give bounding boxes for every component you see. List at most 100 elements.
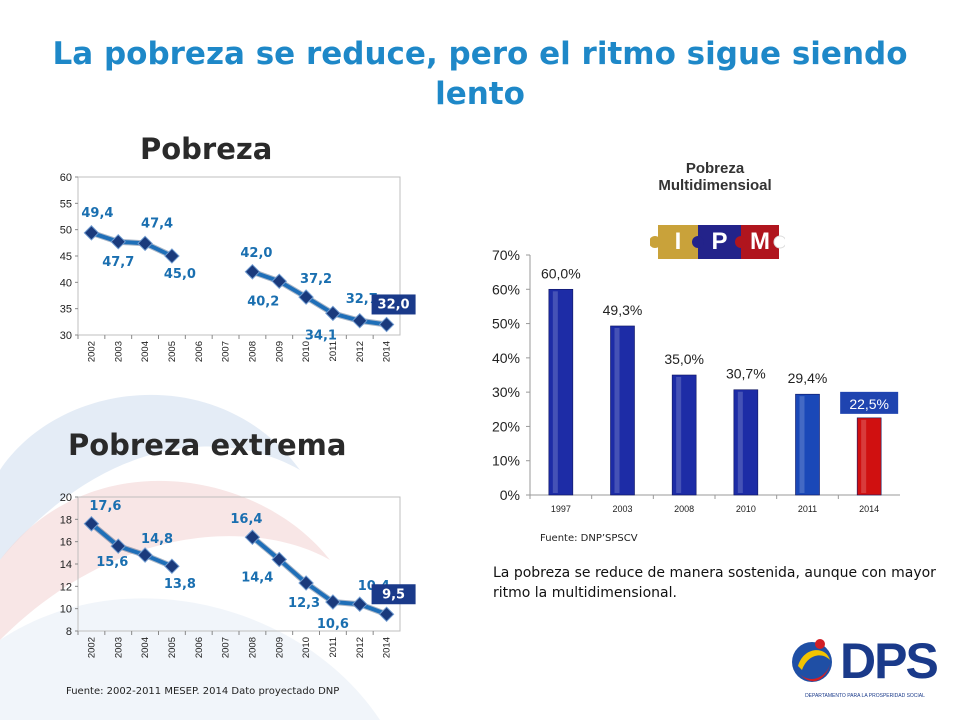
data-point [325,305,341,322]
bar-highlight [614,327,620,493]
data-point [137,547,153,563]
ipm-letter-p: P [698,225,741,259]
bar-highlight [676,377,682,493]
source-dnp: Fuente: DNP’SPSCV [540,533,638,544]
y-tick-label: 60% [492,281,520,297]
x-tick-label: 2014 [859,504,879,514]
x-tick-label: 2002 [86,637,97,658]
x-tick-label: 2011 [798,504,817,514]
data-point [378,316,395,333]
y-tick-label: 20 [60,492,72,504]
data-point [325,594,341,610]
bar-highlight [552,291,558,493]
data-label: 35,0% [664,351,704,367]
y-tick-label: 0% [500,487,520,503]
y-tick-label: 50% [492,316,520,332]
ipm-connectors [650,235,785,249]
y-tick-label: 55 [60,198,72,210]
summary-note: La pobreza se reduce de manera sostenida… [493,565,936,602]
data-label: 13,8 [164,577,196,592]
data-point [110,234,127,250]
data-label: 12,3 [288,596,320,611]
bar [733,389,759,496]
data-label: 9,5 [382,587,405,602]
bar [610,325,635,496]
data-label: 29,4% [788,370,828,386]
x-tick-label: 2012 [355,341,366,362]
y-tick-label: 18 [60,514,72,526]
data-label: 17,6 [89,499,121,514]
bar-highlight [861,419,867,493]
y-tick-label: 40% [492,350,520,366]
y-tick-label: 70% [492,247,520,263]
data-point [298,575,314,591]
y-tick-label: 45 [60,251,72,263]
series-line [90,522,173,569]
x-tick-label: 2011 [328,637,339,657]
x-tick-label: 2007 [221,637,232,658]
page-title: La pobreza se reduce, pero el ritmo sigu… [52,36,908,113]
y-tick-label: 30% [492,384,520,400]
x-tick-label: 2010 [301,341,312,362]
data-point [83,225,100,241]
x-tick-label: 2005 [167,637,178,658]
data-label: 47,4 [141,216,173,231]
x-tick-label: 2008 [674,504,694,514]
x-tick-label: 2002 [86,341,97,362]
x-tick-label: 2011 [328,341,339,361]
y-tick-label: 35 [60,304,72,316]
data-point [298,289,314,305]
data-point [164,558,180,575]
data-label: 22,5% [849,396,889,412]
bar-highlight [737,391,743,493]
x-tick-label: 2014 [382,341,393,362]
y-tick-label: 20% [492,418,520,434]
dps-logo-icon [792,639,832,682]
bar [795,393,820,496]
x-tick-label: 2007 [221,341,232,362]
x-tick-label: 2003 [113,341,124,362]
y-tick-label: 10% [492,453,520,469]
x-tick-label: 2006 [194,637,205,658]
x-tick-label: 2003 [612,504,632,514]
data-label: 40,2 [247,294,279,309]
bar-highlight [799,396,805,493]
x-tick-label: 2012 [355,637,366,658]
data-point [244,529,261,545]
data-label: 49,4 [81,206,113,221]
multidimensional-bar-chart: 0% 10% 20% 30% 40% 50% 60% 70% 1997 60,0% 2003 49,3… [492,247,900,514]
bar [671,374,697,496]
data-label: 16,4 [230,512,262,527]
y-tick-label: 14 [60,559,72,571]
data-label: 14,8 [141,532,173,547]
ipm-letter-i: I [658,225,698,259]
y-tick-label: 40 [60,277,72,289]
data-label: 30,7% [726,366,766,382]
y-tick-label: 50 [60,225,72,237]
data-point [164,248,180,264]
x-tick-label: 2005 [167,341,178,362]
multidimensional-title: Pobreza Multidimensioal [658,160,772,194]
dps-logo-subtitle: DEPARTAMENTO PARA LA PROSPERIDAD SOCIAL [805,693,925,699]
x-tick-label: 2014 [382,637,393,658]
y-tick-label: 60 [60,172,72,184]
data-label: 10,6 [317,617,349,632]
highlight-label-box [840,391,899,414]
x-tick-label: 2004 [140,341,151,362]
data-point [137,235,153,252]
data-label: 37,2 [300,272,332,287]
x-tick-label: 2006 [194,341,205,362]
source-mesep: Fuente: 2002-2011 MESEP. 2014 Dato proye… [66,686,340,697]
data-label: 49,3% [603,302,643,318]
x-tick-label: 2004 [140,637,151,658]
data-label: 32,7 [346,292,378,307]
x-tick-label: 2008 [247,341,258,362]
data-label: 42,0 [240,246,272,261]
pobreza-extrema-title: Pobreza extrema [68,428,347,462]
y-tick-label: 12 [60,581,72,593]
highlight-label-box [371,584,416,605]
y-tick-label: 30 [60,330,72,342]
data-point [271,273,288,290]
data-label: 32,0 [378,297,410,312]
